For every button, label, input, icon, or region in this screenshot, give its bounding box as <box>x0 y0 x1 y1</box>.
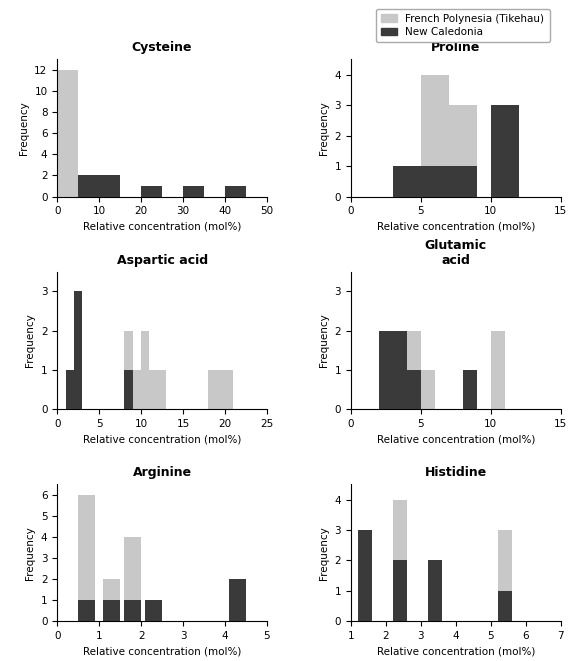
Bar <box>145 600 162 621</box>
X-axis label: Relative concentration (mol%): Relative concentration (mol%) <box>376 646 535 656</box>
Title: Arginine: Arginine <box>133 466 192 479</box>
Bar <box>225 369 233 409</box>
Bar <box>104 579 120 621</box>
Bar <box>393 330 407 409</box>
Bar <box>217 369 225 409</box>
Bar <box>124 330 133 409</box>
Bar <box>57 70 78 196</box>
Bar <box>498 530 511 621</box>
Bar <box>66 369 74 409</box>
X-axis label: Relative concentration (mol%): Relative concentration (mol%) <box>83 222 241 232</box>
Bar <box>421 166 448 196</box>
Bar <box>561 369 572 409</box>
Y-axis label: Frequency: Frequency <box>319 313 329 368</box>
Y-axis label: Frequency: Frequency <box>19 101 29 155</box>
Bar <box>66 369 74 409</box>
Bar <box>498 591 511 621</box>
Bar <box>149 369 158 409</box>
Bar <box>133 369 141 409</box>
Bar <box>124 600 141 621</box>
Bar <box>448 166 476 196</box>
Title: Histidine: Histidine <box>424 466 487 479</box>
Bar <box>393 166 421 196</box>
Bar <box>463 369 476 409</box>
Bar <box>379 369 393 409</box>
Bar <box>208 369 217 409</box>
Bar <box>491 105 519 196</box>
Bar <box>225 186 246 196</box>
Bar <box>183 186 204 196</box>
Bar <box>78 495 95 621</box>
X-axis label: Relative concentration (mol%): Relative concentration (mol%) <box>83 646 241 656</box>
Bar <box>393 561 407 621</box>
Bar <box>393 330 407 409</box>
Bar <box>407 330 421 409</box>
Y-axis label: Frequency: Frequency <box>25 526 35 580</box>
Bar <box>421 369 435 409</box>
Bar <box>74 292 82 409</box>
Title: Glutamic
acid: Glutamic acid <box>424 239 487 266</box>
Bar <box>491 330 505 409</box>
Bar <box>379 330 393 409</box>
Bar <box>428 591 442 621</box>
Y-axis label: Frequency: Frequency <box>319 526 329 580</box>
X-axis label: Relative concentration (mol%): Relative concentration (mol%) <box>83 434 241 444</box>
X-axis label: Relative concentration (mol%): Relative concentration (mol%) <box>376 434 535 444</box>
Bar <box>393 166 421 196</box>
Bar <box>78 600 95 621</box>
Bar <box>99 175 120 196</box>
X-axis label: Relative concentration (mol%): Relative concentration (mol%) <box>376 222 535 232</box>
Bar <box>229 579 246 621</box>
Bar <box>393 500 407 621</box>
Bar <box>158 369 166 409</box>
Y-axis label: Frequency: Frequency <box>25 313 35 368</box>
Y-axis label: Frequency: Frequency <box>319 101 329 155</box>
Bar <box>141 330 149 409</box>
Bar <box>358 530 372 621</box>
Legend: French Polynesia (Tikehau), New Caledonia: French Polynesia (Tikehau), New Caledoni… <box>376 9 550 42</box>
Title: Cysteine: Cysteine <box>132 41 192 54</box>
Bar <box>561 166 572 196</box>
Title: Aspartic acid: Aspartic acid <box>117 254 208 266</box>
Title: Proline: Proline <box>431 41 480 54</box>
Bar <box>104 600 120 621</box>
Bar <box>358 530 372 621</box>
Bar <box>407 369 421 409</box>
Bar <box>124 369 133 409</box>
Bar <box>124 537 141 621</box>
Bar <box>428 561 442 621</box>
Bar <box>421 75 448 196</box>
Bar <box>448 105 476 196</box>
Bar <box>78 175 99 196</box>
Bar <box>141 186 162 196</box>
